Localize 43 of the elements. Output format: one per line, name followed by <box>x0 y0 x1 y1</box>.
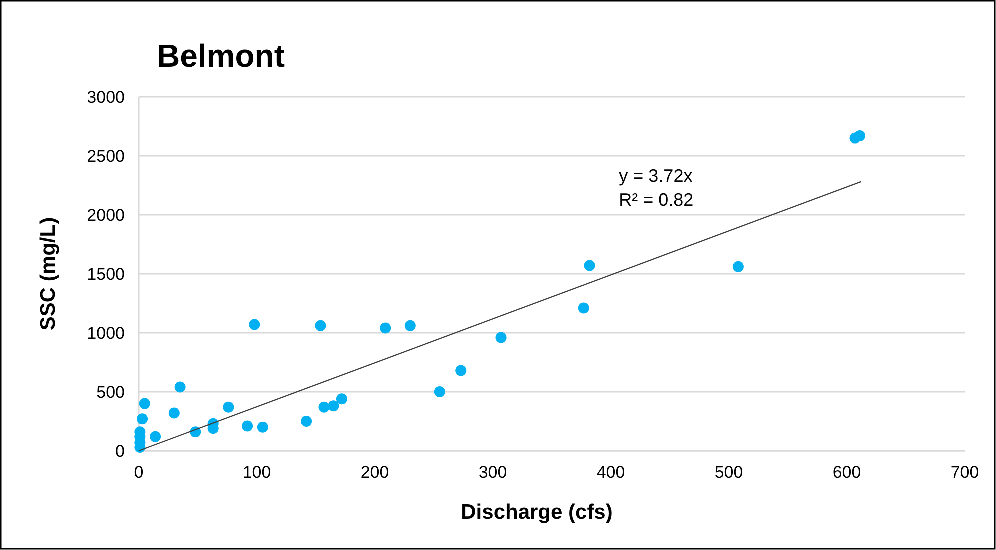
annotation: y = 3.72x <box>619 166 693 186</box>
x-tick-label: 200 <box>360 463 390 482</box>
point <box>380 322 392 334</box>
y-tick-label: 3000 <box>87 88 125 107</box>
point <box>336 394 348 405</box>
annotation: R² = 0.82 <box>619 190 694 210</box>
point <box>404 320 416 332</box>
x-tick-label: 300 <box>478 463 508 482</box>
point <box>584 260 596 272</box>
point <box>456 365 467 376</box>
point <box>315 320 326 332</box>
x-tick-label: 600 <box>832 463 862 482</box>
point <box>249 319 260 330</box>
point <box>168 408 180 419</box>
point <box>223 402 234 413</box>
x-tick-label: 500 <box>714 463 744 482</box>
point <box>328 400 340 412</box>
point <box>150 431 162 442</box>
point <box>496 332 507 344</box>
point <box>854 130 866 142</box>
chart-title: Belmont <box>157 38 286 74</box>
y-tick-label: 2000 <box>87 206 125 225</box>
point <box>174 382 186 393</box>
point <box>257 422 268 433</box>
y-tick-label: 500 <box>96 382 125 402</box>
y-tick-label: 2500 <box>87 146 125 166</box>
point <box>318 402 330 413</box>
x-tick-label: 400 <box>596 463 626 482</box>
x-tick-label: 0 <box>134 463 144 482</box>
point <box>139 398 150 410</box>
y-axis-title: SSC (mg/L) <box>37 217 60 331</box>
point <box>301 416 312 427</box>
point <box>137 414 148 425</box>
x-axis-title: Discharge (cfs) <box>461 501 613 524</box>
y-tick-label: 0 <box>116 442 125 461</box>
x-tick-label: 100 <box>242 463 272 482</box>
point <box>578 302 590 314</box>
point <box>732 261 744 272</box>
point <box>434 386 446 398</box>
x-tick-label: 700 <box>950 463 980 482</box>
y-tick-label: 1000 <box>87 324 125 343</box>
point <box>242 420 254 432</box>
y-tick-label: 1500 <box>87 264 125 284</box>
